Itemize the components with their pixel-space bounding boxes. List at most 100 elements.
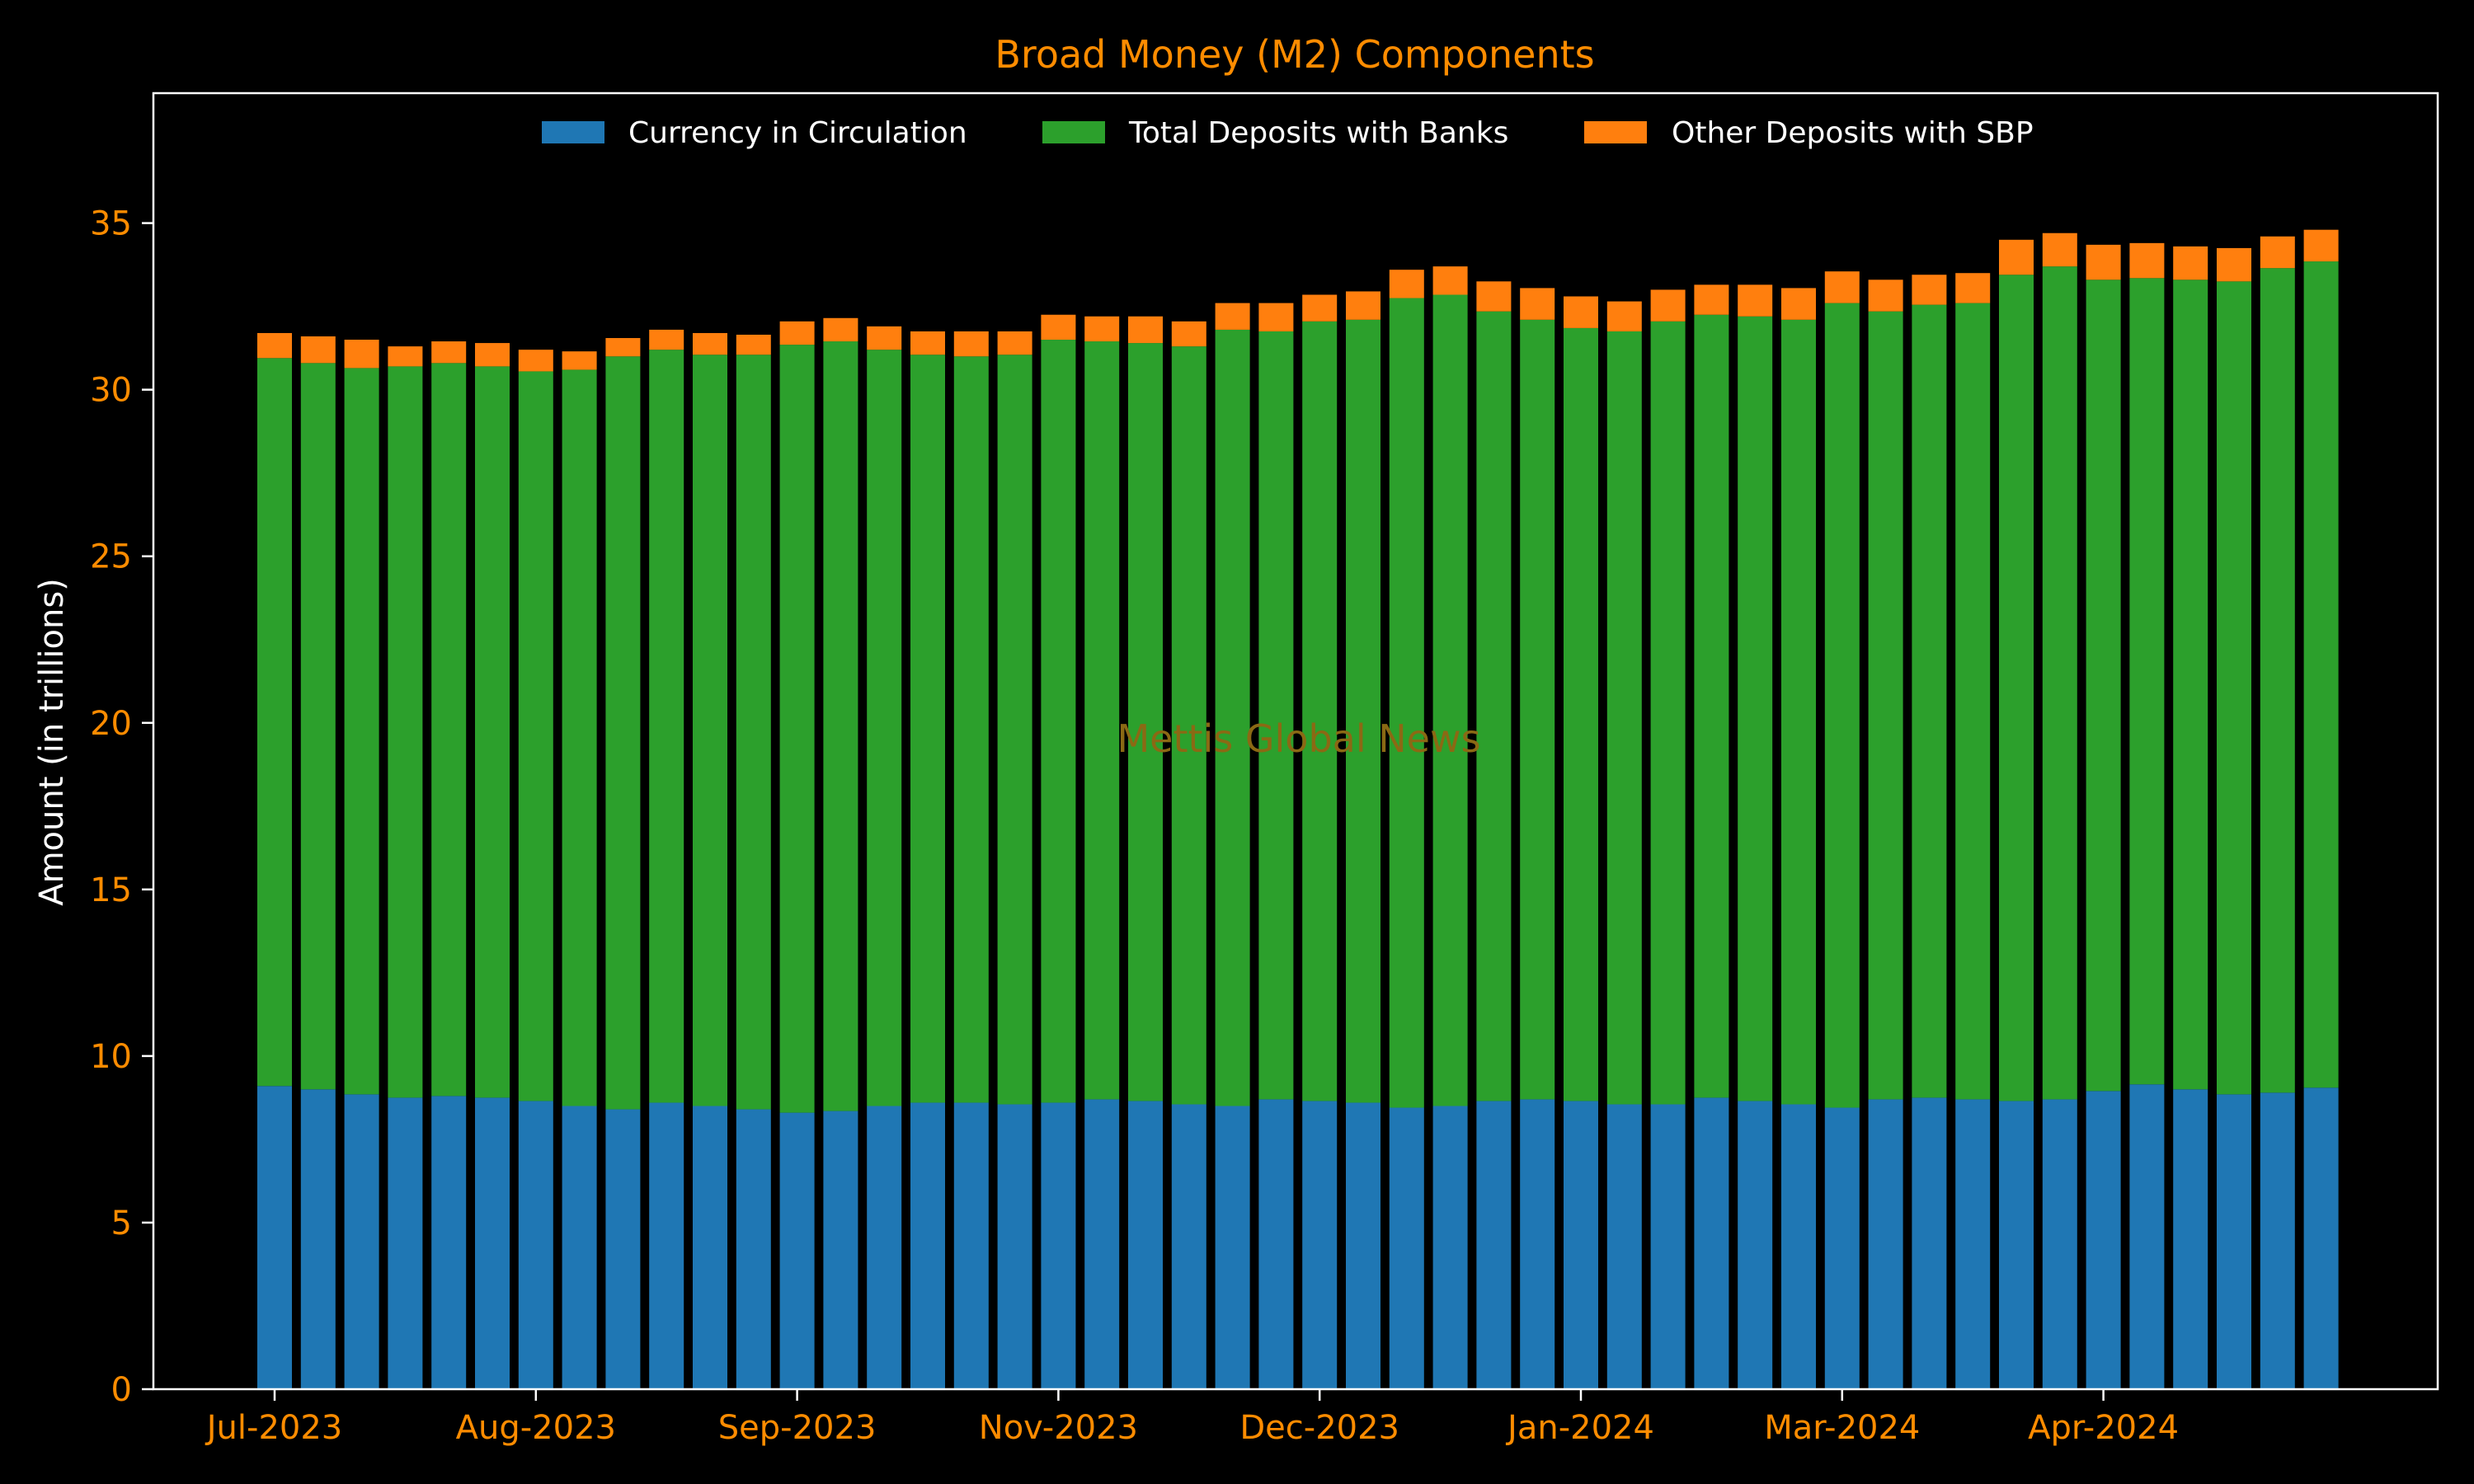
bar-other-29 (1520, 288, 1555, 320)
bar-currency-6 (518, 1101, 553, 1389)
bar-currency-8 (605, 1109, 641, 1389)
bar-deposits-30 (1564, 327, 1598, 1101)
chart-title: Broad Money (M2) Components (995, 32, 1594, 77)
bar-deposits-5 (475, 366, 510, 1098)
bar-other-10 (693, 332, 727, 355)
bar-other-6 (518, 350, 553, 372)
bar-other-22 (1215, 303, 1250, 330)
bar-other-8 (605, 338, 641, 357)
axes-frame (152, 92, 2439, 1391)
bar-currency-47 (2303, 1087, 2339, 1389)
bar-other-17 (997, 331, 1032, 355)
bar-deposits-15 (910, 355, 945, 1103)
bar-deposits-46 (2260, 268, 2295, 1093)
bar-currency-7 (562, 1106, 597, 1389)
bar-other-30 (1564, 296, 1598, 328)
bar-other-26 (1389, 270, 1424, 298)
bar-currency-13 (823, 1111, 858, 1389)
bar-other-37 (1868, 279, 1903, 312)
bar-currency-24 (1302, 1101, 1338, 1389)
bar-deposits-32 (1650, 321, 1686, 1105)
bar-currency-34 (1738, 1101, 1773, 1389)
bar-currency-21 (1171, 1104, 1206, 1389)
bar-deposits-27 (1432, 294, 1468, 1106)
x-tick-label-7: Apr-2024 (2028, 1409, 2179, 1447)
bar-other-4 (431, 341, 467, 364)
bar-currency-30 (1564, 1101, 1598, 1389)
bar-deposits-14 (867, 350, 902, 1106)
bar-deposits-11 (736, 355, 771, 1110)
bar-deposits-1 (300, 363, 336, 1090)
bar-deposits-13 (823, 341, 858, 1111)
bar-deposits-0 (257, 358, 292, 1087)
bar-deposits-10 (693, 355, 727, 1106)
bar-other-43 (2129, 242, 2165, 279)
bar-deposits-2 (344, 368, 379, 1095)
bar-currency-28 (1476, 1101, 1512, 1389)
bar-currency-19 (1084, 1099, 1120, 1389)
x-tick-label-4: Dec-2023 (1239, 1409, 1399, 1447)
watermark-text: Mettis Global News (1117, 716, 1480, 761)
bar-other-14 (867, 326, 902, 350)
bar-deposits-35 (1781, 319, 1816, 1105)
bar-other-5 (475, 343, 510, 367)
bar-deposits-47 (2303, 261, 2339, 1088)
bar-other-31 (1606, 301, 1642, 331)
bar-other-28 (1476, 281, 1512, 312)
bar-currency-31 (1606, 1104, 1642, 1389)
bar-deposits-22 (1215, 329, 1250, 1106)
bar-deposits-4 (431, 363, 467, 1097)
bar-deposits-43 (2129, 278, 2165, 1085)
x-tick-label-2: Sep-2023 (718, 1409, 877, 1447)
bar-currency-39 (1955, 1099, 1991, 1389)
bar-deposits-17 (997, 355, 1032, 1105)
bars-layer (257, 229, 2339, 1389)
bar-deposits-9 (649, 350, 684, 1103)
bar-other-34 (1738, 284, 1773, 317)
bar-currency-37 (1868, 1099, 1903, 1389)
bar-other-16 (953, 331, 989, 357)
bar-currency-20 (1128, 1101, 1163, 1389)
bar-other-3 (388, 346, 423, 367)
bar-other-36 (1824, 271, 1860, 303)
x-tick-label-6: Mar-2024 (1764, 1409, 1920, 1447)
bar-currency-32 (1650, 1104, 1686, 1389)
bar-currency-15 (910, 1102, 945, 1389)
x-tick-label-1: Aug-2023 (456, 1409, 616, 1447)
bar-currency-23 (1258, 1099, 1294, 1389)
bar-currency-27 (1432, 1106, 1468, 1389)
y-tick-label-5: 25 (90, 538, 132, 576)
bar-deposits-18 (1041, 340, 1076, 1103)
bar-currency-29 (1520, 1099, 1555, 1389)
y-tick-label-0: 0 (111, 1371, 132, 1409)
bar-currency-9 (649, 1102, 684, 1389)
bar-currency-3 (388, 1097, 423, 1389)
x-tick-label-5: Jan-2024 (1505, 1409, 1654, 1447)
bar-other-41 (2042, 232, 2077, 267)
bar-currency-17 (997, 1104, 1032, 1389)
bar-other-46 (2260, 236, 2295, 269)
bar-currency-42 (2086, 1091, 2121, 1389)
bar-deposits-8 (605, 356, 641, 1110)
bar-other-47 (2303, 229, 2339, 262)
bar-deposits-26 (1389, 298, 1424, 1108)
bar-other-18 (1041, 314, 1076, 340)
bar-deposits-6 (518, 371, 553, 1101)
bar-deposits-40 (1999, 275, 2034, 1101)
bar-deposits-24 (1302, 321, 1338, 1101)
y-axis-label: Amount (in trillions) (33, 578, 71, 906)
bar-currency-45 (2217, 1094, 2251, 1389)
bar-other-7 (562, 351, 597, 370)
bar-currency-5 (475, 1097, 510, 1389)
bar-deposits-41 (2042, 266, 2077, 1100)
legend-swatch-other (1584, 121, 1647, 143)
bar-other-15 (910, 331, 945, 355)
bar-other-0 (257, 332, 292, 359)
bar-other-19 (1084, 316, 1120, 342)
bar-currency-38 (1912, 1097, 1947, 1389)
bar-other-44 (2173, 246, 2208, 280)
bar-currency-0 (257, 1086, 292, 1389)
y-tick-label-3: 15 (90, 871, 132, 909)
bar-currency-40 (1999, 1101, 2034, 1389)
y-tick-label-4: 20 (90, 705, 132, 743)
